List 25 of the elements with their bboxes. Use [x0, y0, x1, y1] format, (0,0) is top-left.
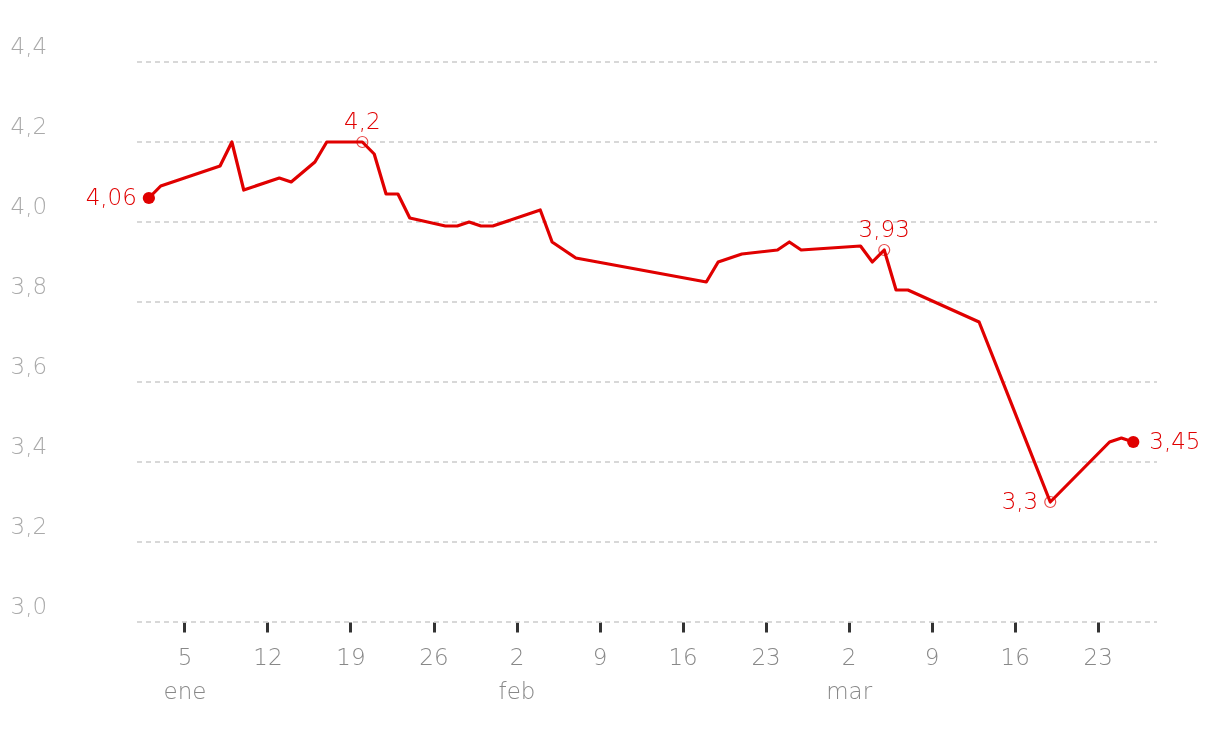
y-tick-label: 3,8 — [10, 272, 48, 299]
y-tick-label: 3,4 — [10, 432, 48, 459]
annotation: 4,2 — [344, 108, 381, 134]
x-tick-label: 9 — [592, 643, 608, 670]
annotation: 3,93 — [858, 216, 910, 242]
x-tick-label: 26 — [419, 643, 449, 670]
x-tick-label: 23 — [751, 643, 781, 670]
x-tick-label: 23 — [1083, 643, 1113, 670]
y-tick-label: 3,0 — [10, 592, 48, 619]
annotation: 3,45 — [1149, 428, 1201, 454]
x-tick-label: 19 — [336, 643, 366, 670]
annotation: 4,06 — [85, 184, 137, 210]
x-tick-label: 16 — [668, 643, 698, 670]
x-tick-label: 12 — [253, 643, 283, 670]
x-tick-label: 2 mar — [826, 643, 873, 704]
x-tick-label: 5 ene — [163, 643, 207, 704]
annotation: 3,3 — [1001, 488, 1039, 514]
y-tick-label: 4,0 — [10, 192, 48, 219]
y-tick-label: 4,2 — [10, 112, 48, 139]
x-tick-label: 2 feb — [498, 643, 536, 704]
y-tick-label: 3,2 — [10, 512, 48, 539]
y-tick-label: 4,4 — [10, 32, 48, 59]
x-tick-label: 9 — [924, 643, 940, 670]
x-tick-label: 16 — [1000, 643, 1030, 670]
y-tick-label: 3,6 — [10, 352, 48, 379]
